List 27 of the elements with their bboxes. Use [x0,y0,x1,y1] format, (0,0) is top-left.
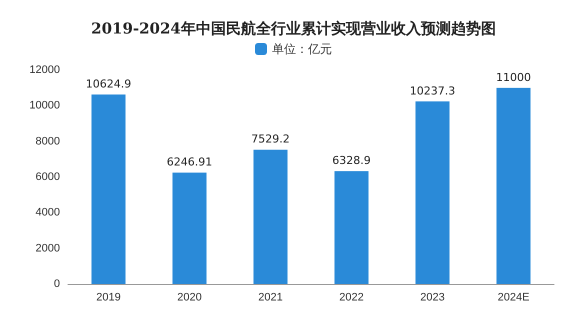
y-tick-label: 12000 [29,64,60,76]
data-label: 11000 [496,70,531,84]
chart-title: 2019-2024年中国民航全行业累计实现营业收入预测趋势图 [91,20,496,38]
y-tick-label: 8000 [36,135,60,148]
data-label: 6246.91 [166,156,212,169]
x-tick-label: 2021 [258,292,283,304]
legend-label: 单位：亿元 [272,42,332,56]
data-label: 10624.9 [86,78,132,91]
data-label: 10237.3 [410,84,456,98]
bar [91,94,126,284]
x-tick-label: 2020 [177,292,202,304]
bar [415,101,450,284]
bar [172,172,207,284]
x-tick-label: 2022 [339,292,364,304]
bar [253,150,288,284]
bar [496,88,531,284]
x-tick-label: 2024E [498,292,530,304]
y-tick-label: 2000 [36,242,60,254]
y-tick-label: 4000 [36,206,60,219]
data-label: 7529.2 [251,132,290,146]
x-tick-label: 2023 [420,292,445,304]
y-tick-label: 10000 [29,100,60,112]
data-label: 6328.9 [332,154,371,168]
bar [334,171,369,284]
y-tick-label: 6000 [36,171,60,183]
x-tick-label: 2019 [96,292,121,304]
y-tick-label: 0 [54,278,60,290]
